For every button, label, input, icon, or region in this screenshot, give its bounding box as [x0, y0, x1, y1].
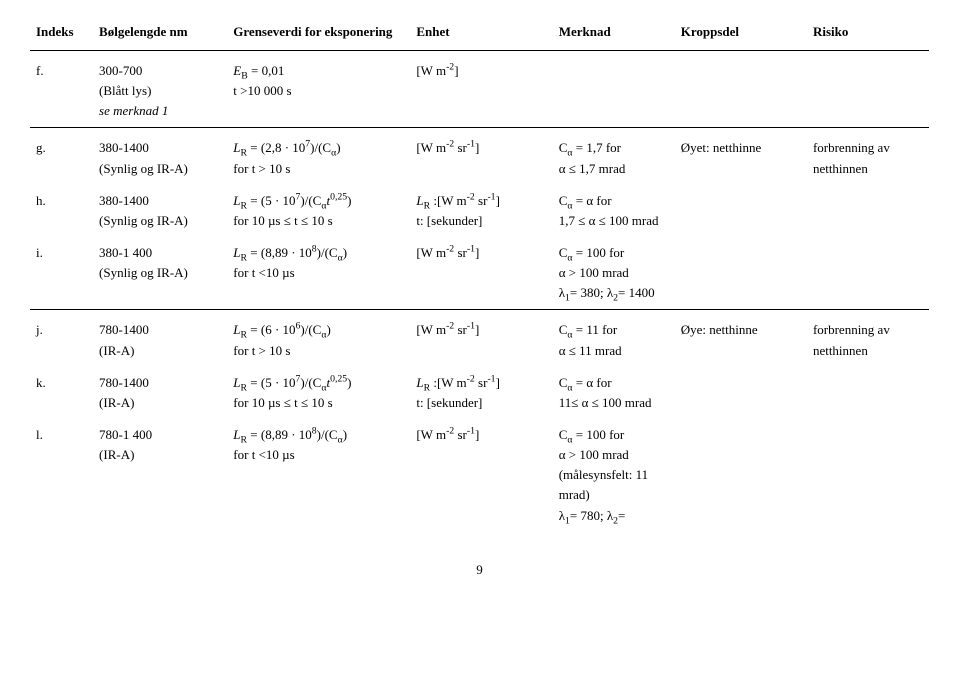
cell-bolgelengde: 300-700 (Blått lys) se merknad 1: [93, 51, 227, 128]
col-header-indeks: Indeks: [30, 20, 93, 51]
cell-indeks: j.: [30, 310, 93, 367]
cell-risiko: [807, 237, 929, 310]
cell-kroppsdel: [675, 237, 807, 310]
cell-kroppsdel: [675, 51, 807, 128]
cell-merknad: [553, 51, 675, 128]
cell-risiko: [807, 419, 929, 532]
table-row: f. 300-700 (Blått lys) se merknad 1 EB =…: [30, 51, 929, 128]
cell-merknad: Cα = 1,7 for α ≤ 1,7 mrad: [553, 128, 675, 185]
cell-kroppsdel: [675, 419, 807, 532]
cell-bolgelengde: 380-1400 (Synlig og IR-A): [93, 185, 227, 237]
cell-risiko: [807, 185, 929, 237]
col-header-grenseverdi: Grenseverdi for eksponering: [227, 20, 410, 51]
col-header-merknad: Merknad: [553, 20, 675, 51]
cell-kroppsdel: Øye: netthinne: [675, 310, 807, 367]
cell-enhet: LR :[W m-2 sr-1] t: [sekunder]: [410, 185, 552, 237]
cell-merknad: Cα = α for 11≤ α ≤ 100 mrad: [553, 367, 675, 419]
cell-enhet: LR :[W m-2 sr-1] t: [sekunder]: [410, 367, 552, 419]
cell-enhet: [W m-2 sr-1]: [410, 419, 552, 532]
cell-grenseverdi: EB = 0,01 t >10 000 s: [227, 51, 410, 128]
cell-bolgelengde: 380-1400 (Synlig og IR-A): [93, 128, 227, 185]
cell-grenseverdi: LR = (5 · 107)/(Cαt0,25) for 10 µs ≤ t ≤…: [227, 185, 410, 237]
cell-merknad: Cα = α for 1,7 ≤ α ≤ 100 mrad: [553, 185, 675, 237]
cell-risiko: [807, 367, 929, 419]
cell-enhet: [W m-2 sr-1]: [410, 237, 552, 310]
cell-bolgelengde: 780-1400 (IR-A): [93, 310, 227, 367]
exposure-limits-table: Indeks Bølgelengde nm Grenseverdi for ek…: [30, 20, 929, 532]
cell-indeks: f.: [30, 51, 93, 128]
col-header-enhet: Enhet: [410, 20, 552, 51]
table-header-row: Indeks Bølgelengde nm Grenseverdi for ek…: [30, 20, 929, 51]
cell-kroppsdel: [675, 185, 807, 237]
table-row: i. 380-1 400 (Synlig og IR-A) LR = (8,89…: [30, 237, 929, 310]
cell-bolgelengde: 780-1400 (IR-A): [93, 367, 227, 419]
cell-indeks: l.: [30, 419, 93, 532]
cell-risiko: forbrenning av netthinnen: [807, 128, 929, 185]
cell-risiko: forbrenning av netthinnen: [807, 310, 929, 367]
cell-kroppsdel: [675, 367, 807, 419]
page-number: 9: [30, 562, 929, 578]
cell-indeks: h.: [30, 185, 93, 237]
cell-indeks: i.: [30, 237, 93, 310]
table-row: h. 380-1400 (Synlig og IR-A) LR = (5 · 1…: [30, 185, 929, 237]
cell-enhet: [W m-2 sr-1]: [410, 128, 552, 185]
table-row: k. 780-1400 (IR-A) LR = (5 · 107)/(Cαt0,…: [30, 367, 929, 419]
table-row: l. 780-1 400 (IR-A) LR = (8,89 · 108)/(C…: [30, 419, 929, 532]
cell-kroppsdel: Øyet: netthinne: [675, 128, 807, 185]
cell-merknad: Cα = 11 for α ≤ 11 mrad: [553, 310, 675, 367]
cell-risiko: [807, 51, 929, 128]
col-header-risiko: Risiko: [807, 20, 929, 51]
cell-grenseverdi: LR = (8,89 · 108)/(Cα) for t <10 µs: [227, 419, 410, 532]
cell-merknad: Cα = 100 for α > 100 mrad λ1= 380; λ2= 1…: [553, 237, 675, 310]
cell-enhet: [W m-2 sr-1]: [410, 310, 552, 367]
cell-grenseverdi: LR = (6 · 106)/(Cα) for t > 10 s: [227, 310, 410, 367]
col-header-kroppsdel: Kroppsdel: [675, 20, 807, 51]
cell-enhet: [W m-2]: [410, 51, 552, 128]
col-header-bolgelengde: Bølgelengde nm: [93, 20, 227, 51]
cell-bolgelengde: 380-1 400 (Synlig og IR-A): [93, 237, 227, 310]
cell-indeks: g.: [30, 128, 93, 185]
cell-grenseverdi: LR = (2,8 · 107)/(Cα) for t > 10 s: [227, 128, 410, 185]
cell-indeks: k.: [30, 367, 93, 419]
cell-grenseverdi: LR = (5 · 107)/(Cαt0,25) for 10 µs ≤ t ≤…: [227, 367, 410, 419]
cell-merknad: Cα = 100 for α > 100 mrad (målesynsfelt:…: [553, 419, 675, 532]
cell-bolgelengde: 780-1 400 (IR-A): [93, 419, 227, 532]
table-row: j. 780-1400 (IR-A) LR = (6 · 106)/(Cα) f…: [30, 310, 929, 367]
cell-grenseverdi: LR = (8,89 · 108)/(Cα) for t <10 µs: [227, 237, 410, 310]
table-row: g. 380-1400 (Synlig og IR-A) LR = (2,8 ·…: [30, 128, 929, 185]
